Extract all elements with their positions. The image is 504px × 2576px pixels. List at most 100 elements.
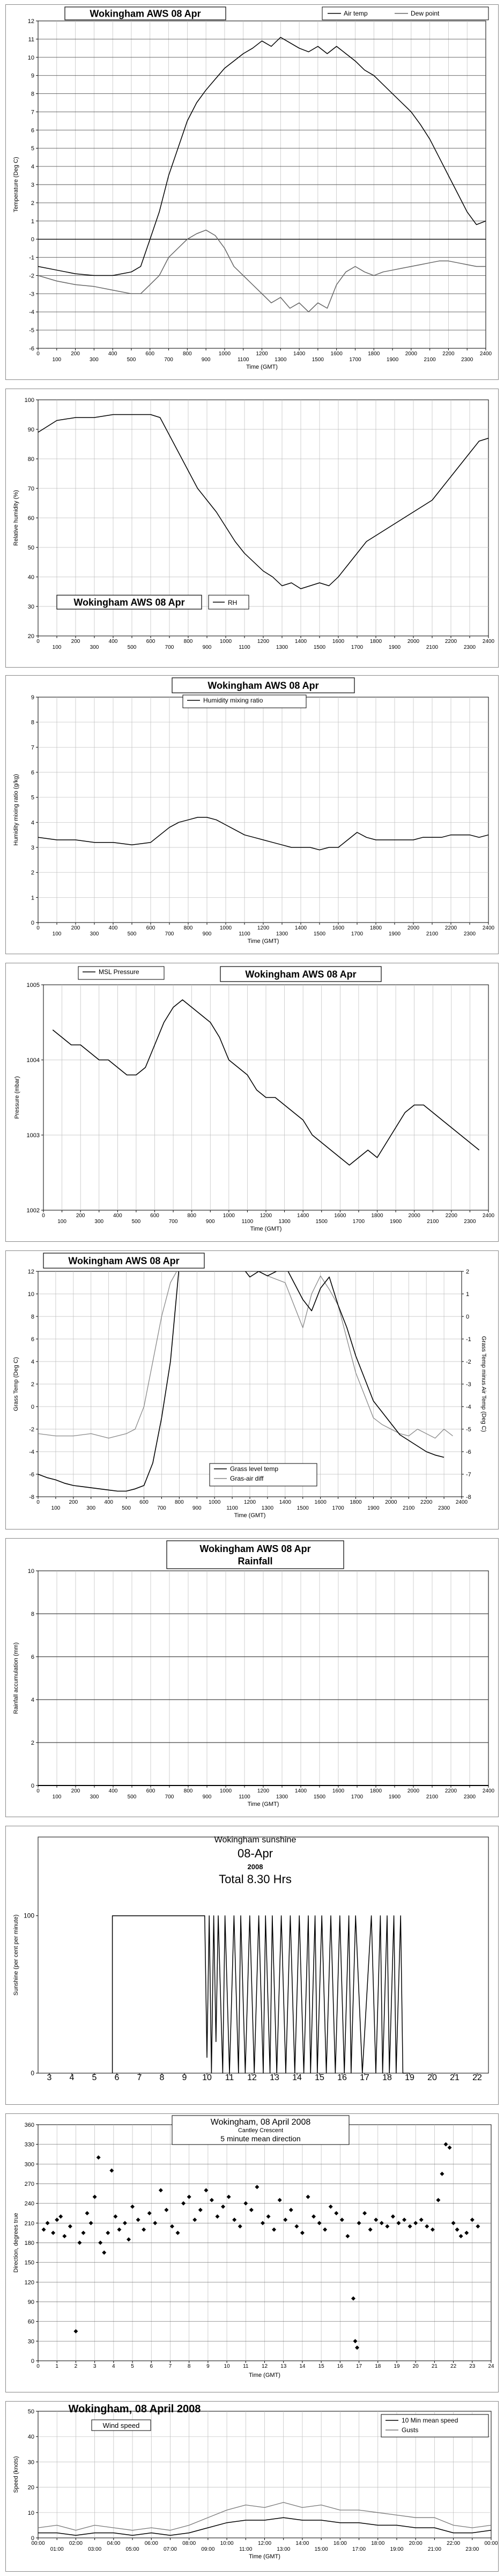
- x-tick-label: 22:00: [447, 2541, 460, 2546]
- x-tick-label: 15: [318, 2363, 325, 2369]
- x-tick-label: 1800: [368, 351, 380, 357]
- x-tick-label: 600: [145, 351, 154, 357]
- x-tick-label: 00:00: [31, 2541, 45, 2546]
- x-tick-label: 1500: [314, 1794, 326, 1800]
- x-tick-label: 02:00: [69, 2541, 83, 2546]
- x-tick-label: 500: [128, 1794, 137, 1800]
- y-tick-label: -8: [29, 1494, 34, 1501]
- y-tick-label: -2: [29, 273, 34, 279]
- x-tick-label: 19: [394, 2363, 400, 2369]
- data-point: [122, 2221, 127, 2226]
- x-tick-label: 00:00: [484, 2541, 498, 2546]
- plot-series-group: [38, 1271, 453, 1492]
- x-tick-label: 600: [146, 925, 155, 931]
- y-tick-label: 3: [31, 845, 34, 851]
- series-line-dew-point: [38, 229, 486, 312]
- x-tick-label: 20: [413, 2363, 419, 2369]
- x-tick-label: 0: [36, 639, 40, 645]
- y-tick-label: 6: [31, 770, 34, 776]
- x-tick-label: 8: [160, 2073, 165, 2082]
- x-tick-label: 8: [188, 2363, 191, 2369]
- data-point: [300, 2230, 305, 2235]
- legend-label: MSL Pressure: [99, 968, 139, 976]
- series-line-sunshine: [112, 1915, 410, 2074]
- x-tick-label: 23: [469, 2363, 476, 2369]
- x-tick-label: 19:00: [390, 2546, 403, 2552]
- x-tick-label: 0: [36, 925, 40, 931]
- y-tick-label: 1005: [27, 982, 40, 989]
- y-right-tick-label: -7: [466, 1472, 471, 1478]
- x-tick-label: 1900: [389, 1794, 401, 1800]
- y-right-tick-label: -2: [466, 1359, 471, 1365]
- x-tick-label: 800: [184, 1788, 193, 1794]
- x-tick-label: 1800: [370, 925, 382, 931]
- y-tick-label: 8: [31, 1611, 34, 1618]
- y-tick-label: 120: [25, 2279, 34, 2286]
- y-right-axis-label: Grass Temp minus Air Temp (Deg C): [480, 1336, 487, 1432]
- x-tick-label: 2400: [483, 925, 495, 931]
- x-tick-label: 100: [52, 357, 61, 363]
- y-tick-label: 7: [31, 109, 34, 115]
- x-tick-label: 11:00: [239, 2546, 253, 2552]
- y-axis-label: Sunshine (per cent per minute): [13, 1914, 19, 1995]
- y-tick-label: 4: [31, 164, 34, 170]
- chart-wind-speed: 00:00 01:00 02:00 03:00 04:00 05:00 06:00 07:00…: [5, 2401, 499, 2572]
- legend-label: Air temp: [344, 10, 368, 17]
- data-point: [127, 2237, 131, 2242]
- x-tick-label: 1800: [350, 1499, 362, 1505]
- data-point: [238, 2224, 242, 2229]
- y-tick-label: 80: [28, 456, 34, 463]
- x-tick-label: 07:00: [164, 2546, 177, 2552]
- x-tick-label: 19: [405, 2073, 414, 2082]
- data-point: [283, 2218, 288, 2222]
- data-point: [136, 2218, 140, 2222]
- data-point: [221, 2204, 226, 2209]
- data-point: [192, 2218, 197, 2222]
- chart-title-box: [166, 1540, 344, 1569]
- x-tick-label: 2200: [420, 1499, 433, 1505]
- x-tick-label: 600: [150, 1213, 159, 1219]
- data-point: [55, 2218, 60, 2222]
- x-tick-label: 1700: [349, 357, 361, 363]
- chart-title: Wokingham AWS 08 Apr: [245, 969, 356, 979]
- x-tick-label: 2400: [483, 1788, 495, 1794]
- y-tick-label: -5: [29, 327, 34, 334]
- x-tick-label: 600: [146, 1788, 155, 1794]
- data-point: [62, 2234, 67, 2238]
- y-tick-label: 270: [25, 2181, 34, 2187]
- x-tick-label: 500: [132, 1219, 141, 1225]
- data-point: [113, 2214, 118, 2219]
- chart-subtitle: Cantley Crescent: [238, 2127, 283, 2134]
- x-tick-label: 2100: [424, 357, 436, 363]
- x-axis-label: Time (GMT): [249, 2372, 280, 2379]
- y-tick-label: 40: [28, 2434, 34, 2440]
- y-tick-label: 2: [31, 1381, 34, 1388]
- y-tick-label: 4: [31, 1359, 34, 1365]
- x-tick-label: 2000: [407, 925, 420, 931]
- plot-area: [38, 1836, 489, 2074]
- y-axis-label: Temperature (Deg C): [13, 157, 19, 212]
- data-point: [345, 2234, 350, 2238]
- x-tick-label: 05:00: [126, 2546, 139, 2552]
- chart-mixing-ratio: 0 100 200 300 400 500 600 700 800 900 1000 1100 1200…: [5, 675, 499, 954]
- legend-label: Humidity mixing ratio: [203, 697, 263, 704]
- x-tick-label: 7: [137, 2073, 142, 2082]
- data-point: [425, 2224, 429, 2229]
- chart-title-box: [56, 595, 202, 610]
- y-tick-label: 3: [31, 182, 34, 188]
- chart-relative-humidity: 0 100 200 300 400 500 600 700 800 900 1000 1100 1200…: [5, 389, 499, 668]
- x-tick-label: 1900: [390, 1219, 402, 1225]
- series-line-grass-level-temp: [38, 1271, 444, 1492]
- data-point: [288, 2207, 293, 2212]
- x-tick-label: 100: [51, 1505, 61, 1511]
- data-point: [272, 2227, 277, 2232]
- legend-label: Dew point: [411, 10, 440, 17]
- data-point: [447, 2145, 452, 2150]
- x-tick-label: 700: [165, 1794, 174, 1800]
- x-tick-label: 04:00: [107, 2541, 120, 2546]
- legend-box: [209, 1463, 317, 1487]
- chart-pressure: 0 100 200 300 400 500 600 700 800 900 1000 1100 1200…: [5, 963, 499, 1242]
- chart-title: Wokingham AWS 08 Apr: [73, 597, 184, 608]
- x-tick-label: 200: [76, 1213, 85, 1219]
- data-point: [294, 2224, 299, 2229]
